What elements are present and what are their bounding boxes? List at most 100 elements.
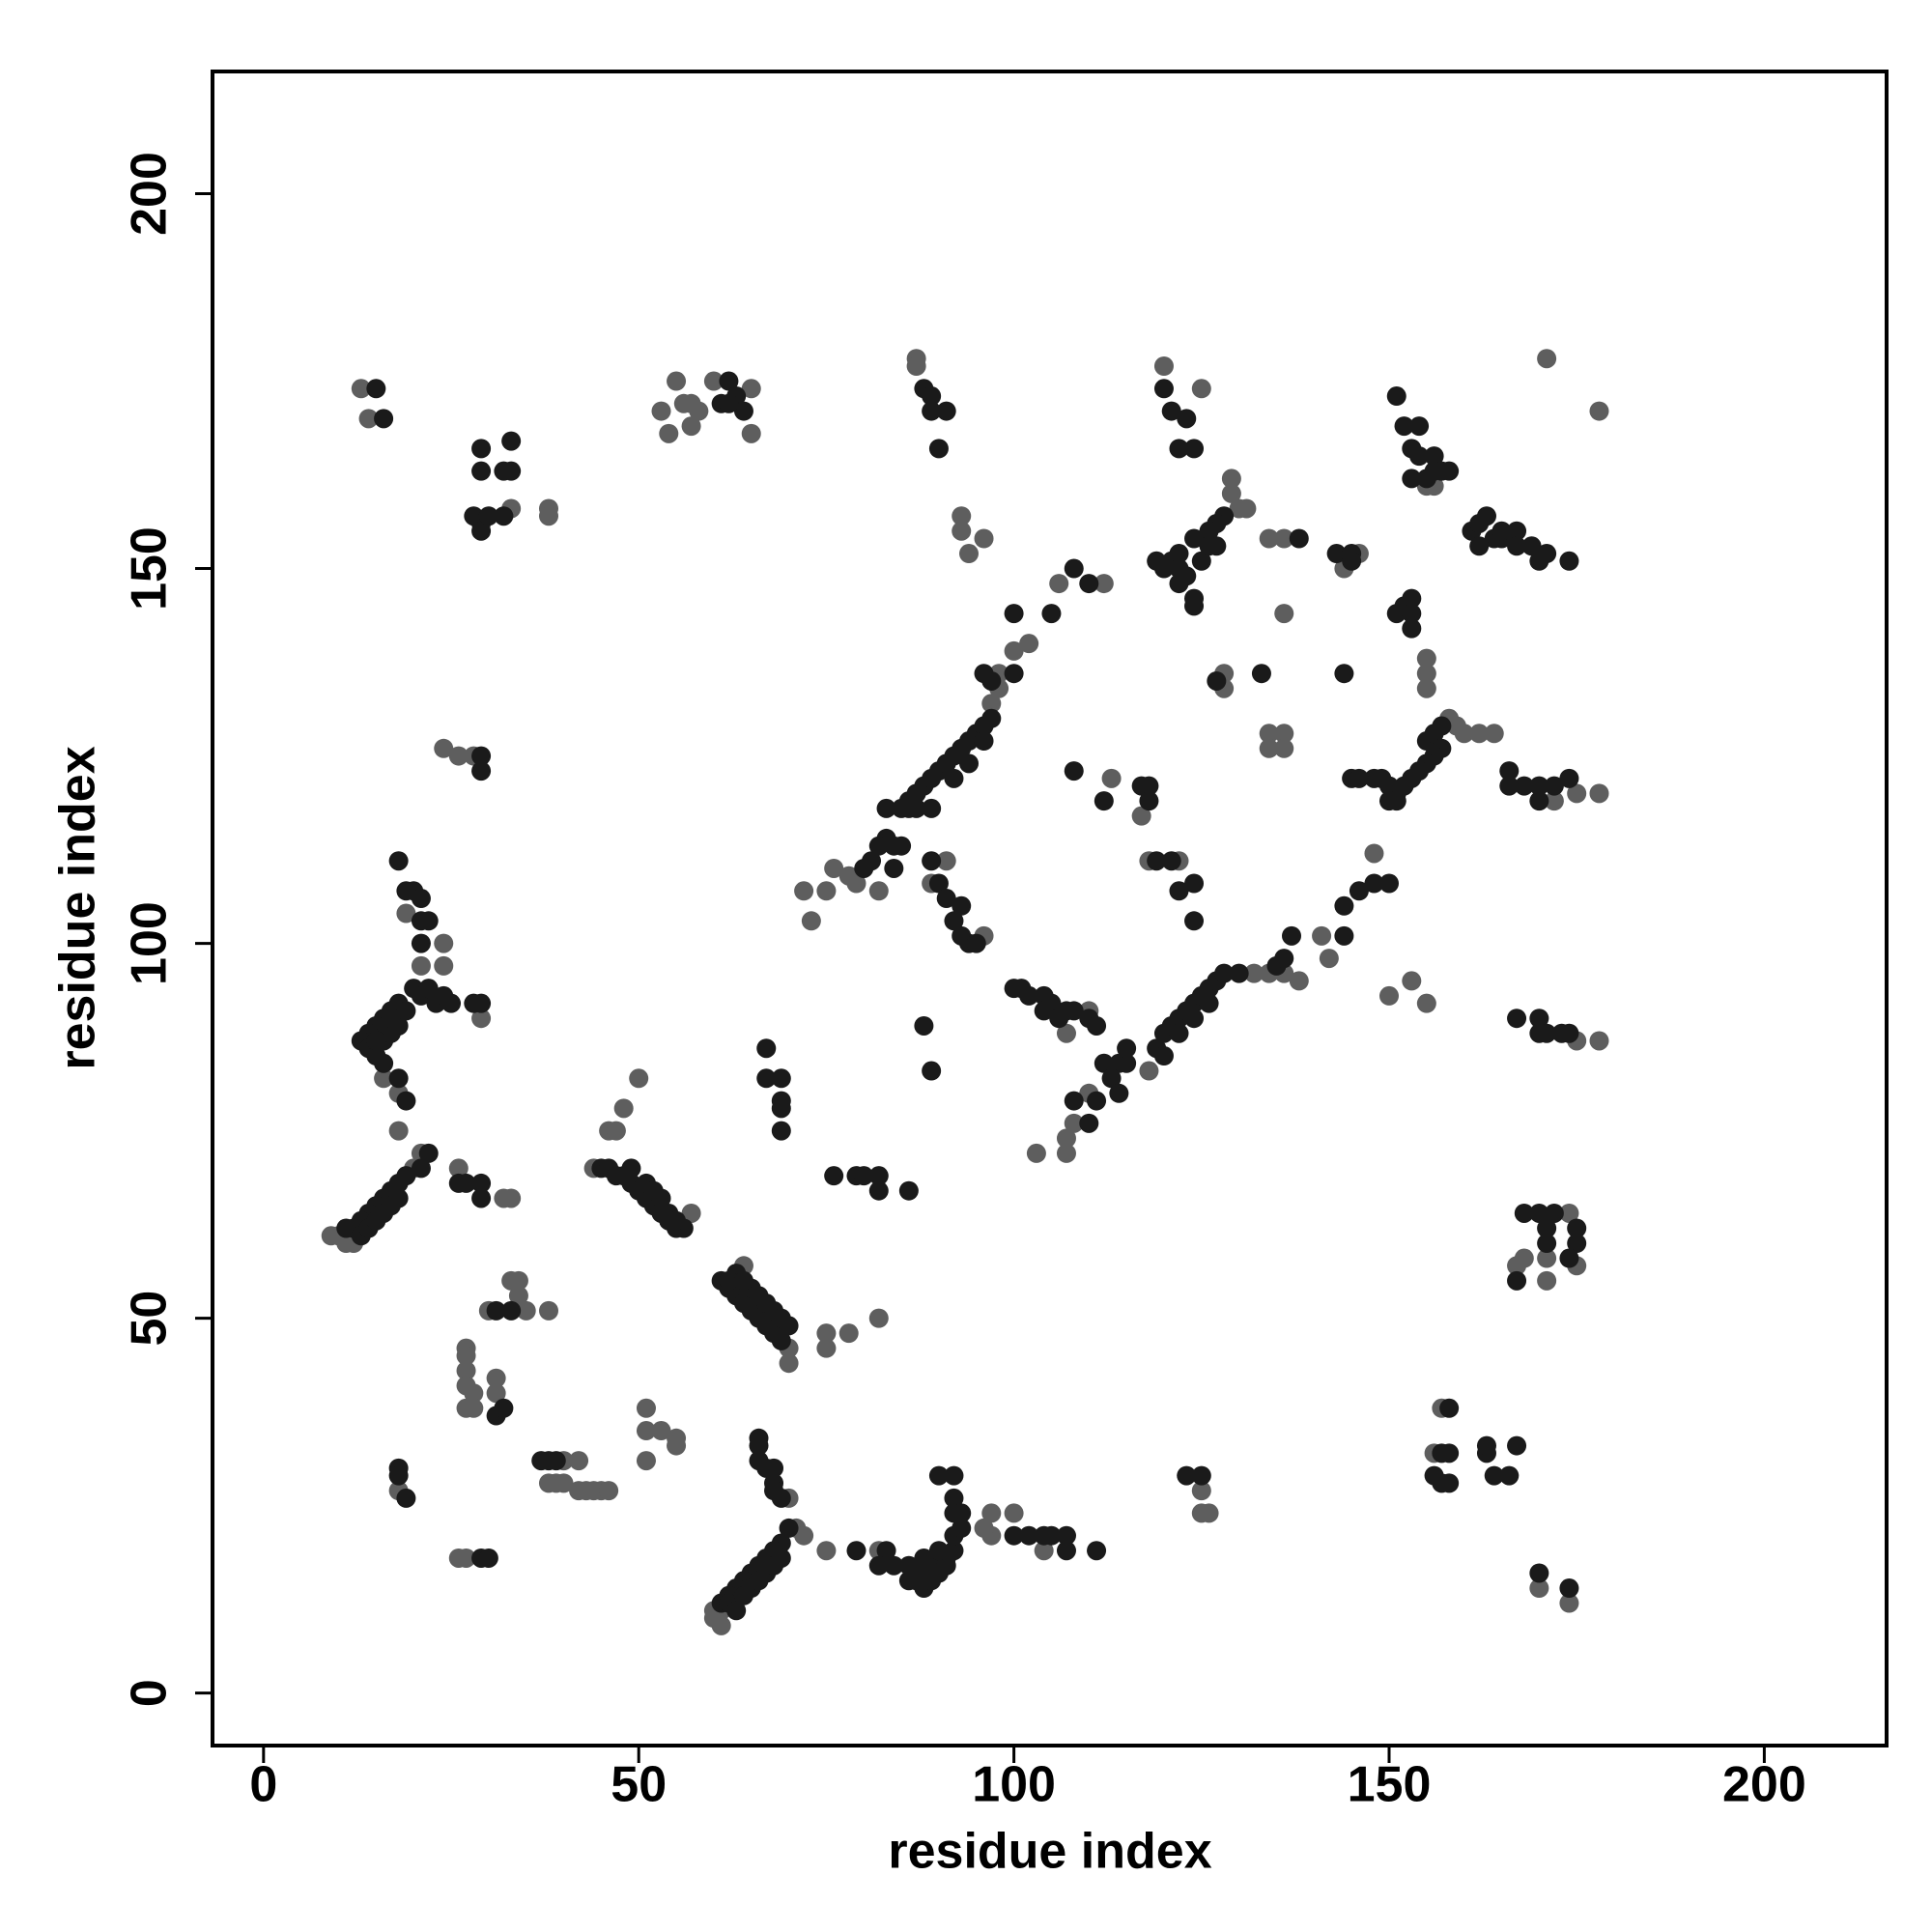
point bbox=[981, 694, 1002, 714]
point bbox=[1117, 1053, 1137, 1073]
point bbox=[606, 1121, 626, 1141]
point bbox=[733, 401, 753, 421]
point bbox=[1199, 521, 1219, 541]
x-tick-label: 0 bbox=[249, 1757, 277, 1813]
point bbox=[741, 379, 761, 399]
point bbox=[974, 528, 994, 549]
point bbox=[1191, 1481, 1211, 1501]
point bbox=[1432, 716, 1452, 736]
point bbox=[1439, 1473, 1460, 1493]
point bbox=[1499, 1465, 1520, 1486]
point bbox=[868, 836, 889, 856]
point bbox=[1537, 1218, 1557, 1238]
point bbox=[1469, 536, 1490, 556]
point bbox=[336, 1218, 356, 1238]
point bbox=[1342, 551, 1362, 571]
point bbox=[494, 1398, 514, 1418]
point bbox=[1514, 1203, 1534, 1223]
point bbox=[629, 1068, 649, 1089]
point bbox=[1476, 506, 1496, 526]
point bbox=[1004, 1525, 1024, 1546]
point bbox=[374, 409, 394, 429]
point bbox=[1064, 1091, 1084, 1111]
point bbox=[1139, 776, 1159, 796]
point bbox=[1529, 1563, 1549, 1583]
point bbox=[922, 851, 942, 871]
point bbox=[1064, 761, 1084, 781]
point bbox=[1559, 1578, 1579, 1599]
point bbox=[944, 1465, 964, 1486]
y-tick-label: 100 bbox=[122, 901, 178, 985]
point bbox=[703, 371, 724, 391]
point bbox=[1139, 1061, 1159, 1081]
point bbox=[1469, 724, 1490, 744]
point bbox=[1492, 521, 1512, 541]
point bbox=[494, 506, 514, 526]
point bbox=[974, 1518, 994, 1538]
point bbox=[1207, 670, 1227, 691]
point bbox=[1259, 528, 1279, 549]
point bbox=[486, 1383, 506, 1404]
point bbox=[1589, 783, 1609, 804]
point bbox=[741, 423, 761, 443]
point bbox=[711, 1615, 731, 1635]
point bbox=[501, 1300, 522, 1321]
point bbox=[1199, 993, 1219, 1013]
point bbox=[764, 1458, 784, 1478]
point bbox=[1326, 544, 1347, 564]
point bbox=[1147, 851, 1167, 871]
point bbox=[944, 911, 964, 931]
point bbox=[733, 1270, 753, 1291]
point bbox=[974, 731, 994, 752]
point bbox=[936, 851, 956, 871]
point bbox=[1378, 985, 1399, 1006]
point bbox=[388, 1188, 409, 1208]
point bbox=[1169, 439, 1189, 459]
point bbox=[651, 1188, 671, 1208]
point bbox=[958, 753, 979, 774]
point bbox=[876, 798, 896, 818]
point bbox=[1041, 604, 1062, 624]
point bbox=[1079, 1113, 1099, 1133]
point bbox=[1117, 1038, 1137, 1059]
point bbox=[651, 401, 671, 421]
point bbox=[538, 1300, 558, 1321]
point bbox=[1312, 925, 1332, 946]
point bbox=[351, 379, 371, 399]
point bbox=[1439, 1443, 1460, 1463]
point bbox=[1529, 776, 1549, 796]
point bbox=[636, 1451, 656, 1471]
point bbox=[719, 371, 739, 391]
point bbox=[1184, 873, 1205, 894]
point bbox=[801, 911, 821, 931]
point bbox=[1484, 1465, 1504, 1486]
point bbox=[464, 1398, 484, 1418]
point bbox=[906, 798, 926, 818]
point bbox=[1559, 1023, 1579, 1043]
point bbox=[1559, 1203, 1579, 1223]
point bbox=[667, 371, 687, 391]
point bbox=[1094, 574, 1114, 594]
point bbox=[1416, 664, 1436, 684]
y-tick-label: 0 bbox=[122, 1679, 178, 1707]
point bbox=[1259, 738, 1279, 758]
point bbox=[1559, 551, 1579, 571]
point bbox=[1544, 776, 1564, 796]
point bbox=[756, 1068, 777, 1089]
y-tick-label: 200 bbox=[122, 152, 178, 236]
point bbox=[1191, 1465, 1211, 1486]
point bbox=[1544, 1203, 1564, 1223]
point bbox=[756, 1038, 777, 1059]
point bbox=[1094, 791, 1114, 811]
point bbox=[411, 1158, 431, 1179]
point bbox=[1349, 768, 1369, 788]
point bbox=[486, 1368, 506, 1388]
point bbox=[1507, 536, 1527, 556]
point bbox=[1221, 469, 1241, 489]
point bbox=[1537, 1248, 1557, 1268]
point bbox=[1402, 588, 1422, 609]
point bbox=[1019, 985, 1039, 1006]
point bbox=[914, 1548, 934, 1568]
point bbox=[1589, 1031, 1609, 1051]
